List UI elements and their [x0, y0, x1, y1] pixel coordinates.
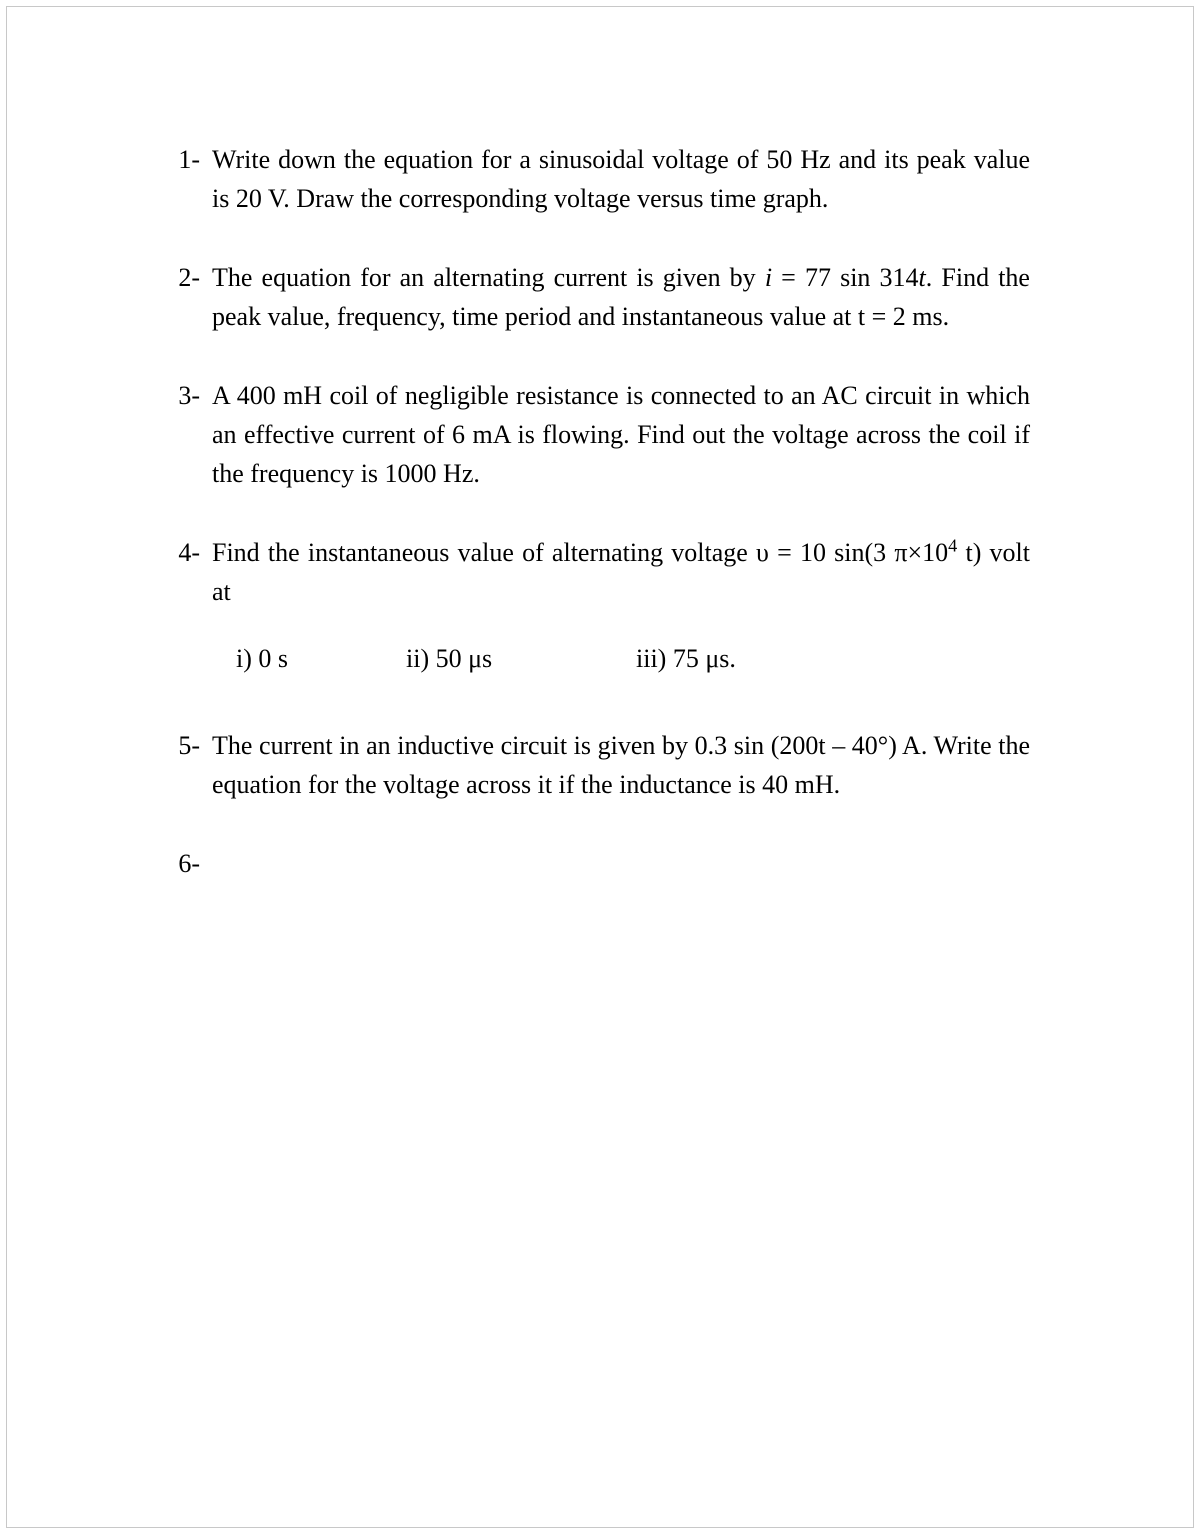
question-number: 5- [170, 726, 212, 804]
question-item: 4- Find the instantaneous value of alter… [170, 533, 1030, 686]
question-item: 1- Write down the equation for a sinusoi… [170, 140, 1030, 218]
question-number: 3- [170, 376, 212, 493]
superscript: 4 [948, 535, 957, 555]
subitem: ii) 50 μs [406, 639, 636, 678]
question-number: 6- [170, 844, 212, 883]
question-item: 5- The current in an inductive circuit i… [170, 726, 1030, 804]
question-item: 2- The equation for an alternating curre… [170, 258, 1030, 336]
question-body: Find the instantaneous value of alternat… [212, 533, 1030, 686]
subitem: i) 0 s [236, 639, 406, 678]
question-body: A 400 mH coil of negligible resistance i… [212, 376, 1030, 493]
question-number: 1- [170, 140, 212, 218]
question-body: Write down the equation for a sinusoidal… [212, 140, 1030, 218]
question-body: The equation for an alternating current … [212, 258, 1030, 336]
question-item: 3- A 400 mH coil of negligible resistanc… [170, 376, 1030, 493]
question-body [212, 844, 1030, 883]
question-text-part: The equation for an alternating current … [212, 263, 765, 292]
variable-i: i [765, 263, 772, 292]
question-body: The current in an inductive circuit is g… [212, 726, 1030, 804]
subitem: iii) 75 μs. [636, 639, 736, 678]
question-number: 2- [170, 258, 212, 336]
subitem-row: i) 0 s ii) 50 μs iii) 75 μs. [212, 639, 1030, 678]
variable-t: t [919, 263, 926, 292]
question-number: 4- [170, 533, 212, 686]
question-text-part: = 77 sin 314 [772, 263, 919, 292]
question-item: 6- [170, 844, 1030, 883]
question-list: 1- Write down the equation for a sinusoi… [170, 140, 1030, 883]
question-text-part: Find the instantaneous value of alternat… [212, 538, 948, 567]
